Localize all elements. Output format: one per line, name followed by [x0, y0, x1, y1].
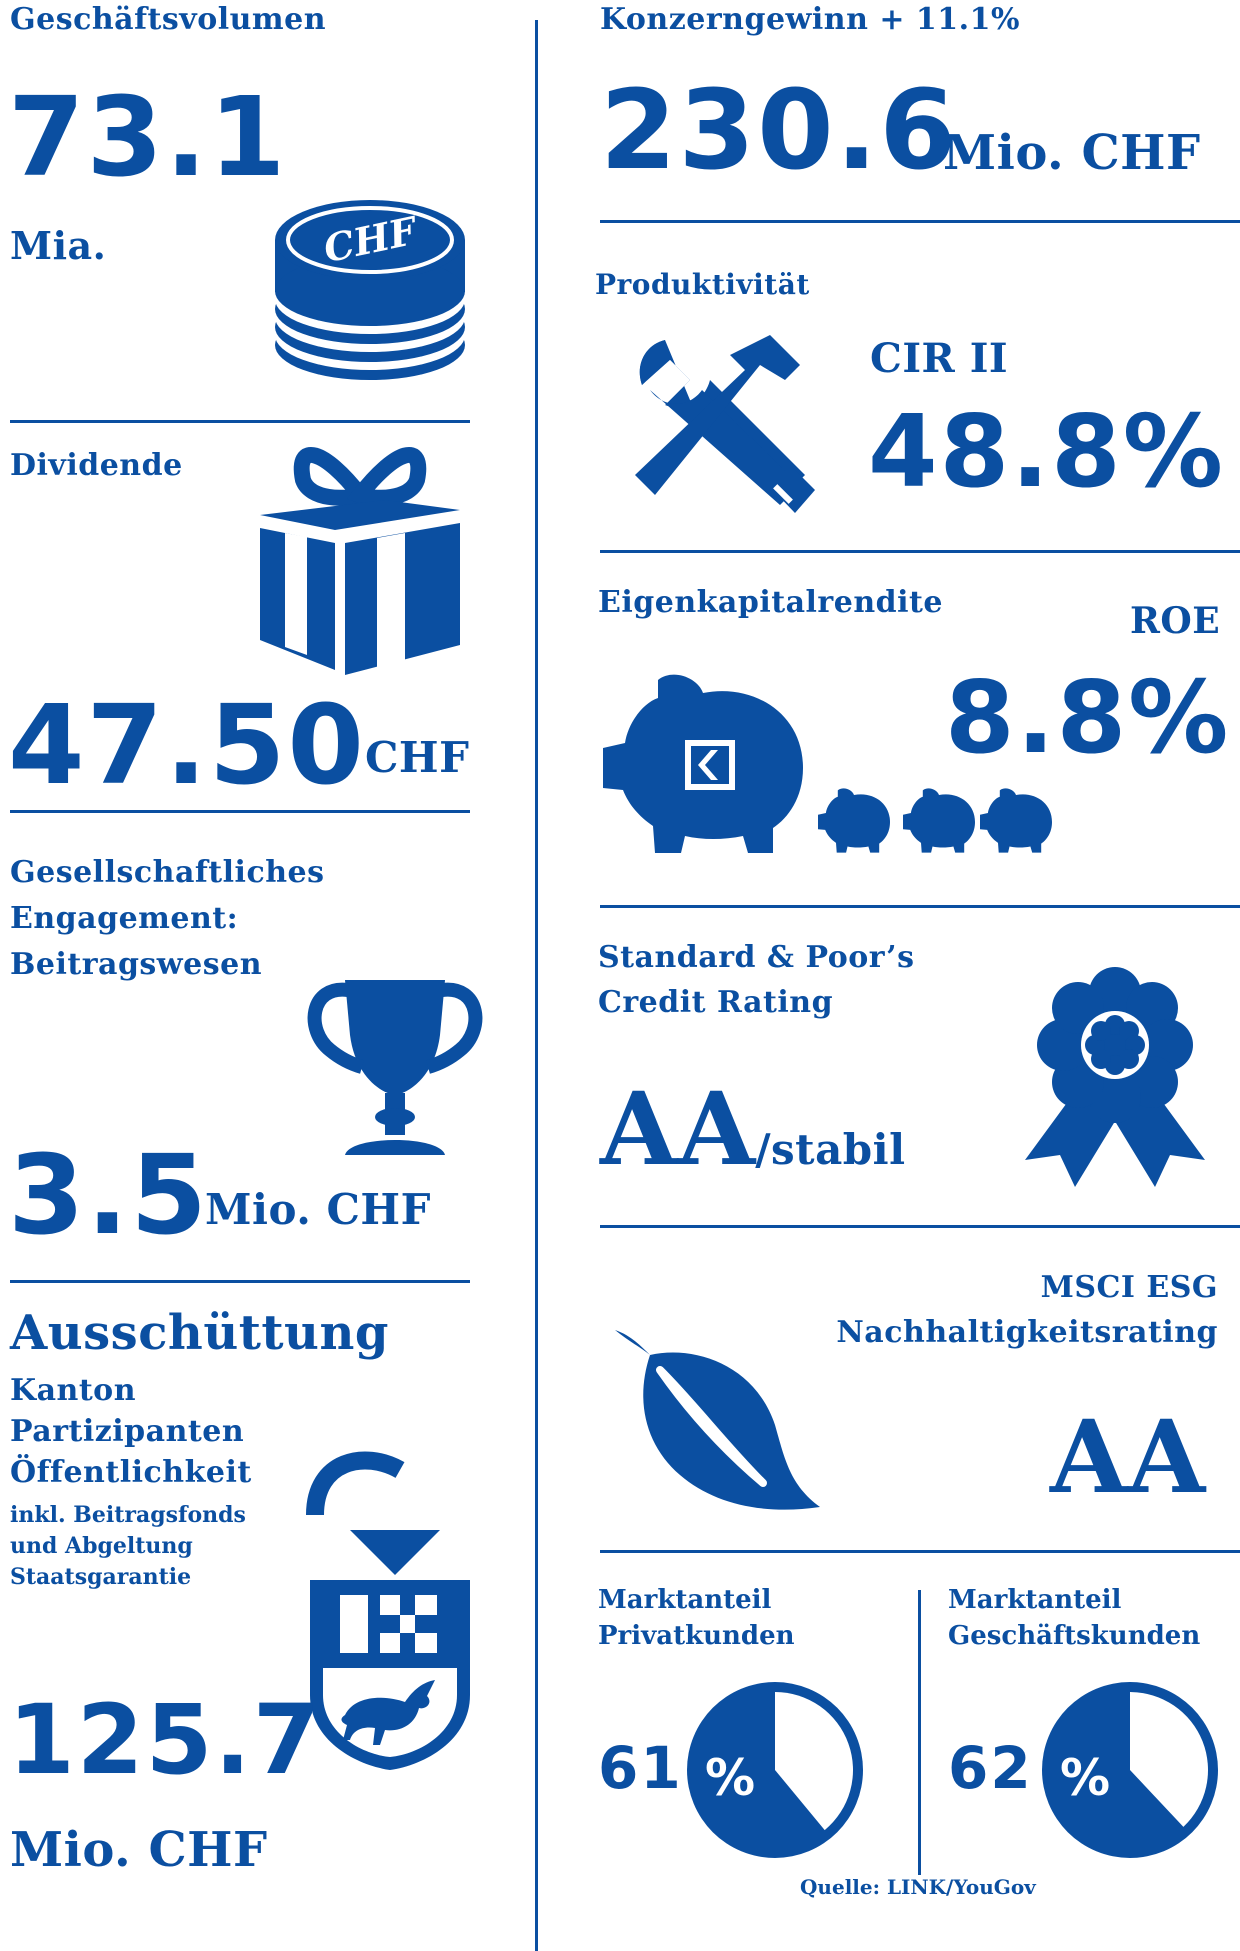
left-divider-1: [10, 420, 470, 423]
payout-value: 125.7: [8, 1684, 322, 1796]
payout-note-line-2: und Abgeltung: [10, 1533, 193, 1559]
productivity-label: Produktivität: [595, 268, 810, 301]
leaf-icon: [615, 1330, 820, 1510]
profit-label: Konzerngewinn + 11.1%: [600, 2, 1020, 37]
engagement-label-line-3: Beitragswesen: [10, 947, 263, 982]
market-divider: [918, 1590, 921, 1875]
equity-metric: ROE: [1130, 600, 1221, 642]
payout-unit: Mio. CHF: [10, 1822, 268, 1878]
dividend-value: 47.50: [8, 681, 366, 809]
engagement-label-line-2: Engagement:: [10, 901, 239, 936]
piggy-bank-icon: [603, 674, 1052, 853]
volume-label: Geschäftsvolumen: [10, 2, 327, 37]
engagement-label: Gesellschaftliches Engagement: Beitragsw…: [10, 850, 325, 988]
engagement-unit: Mio. CHF: [205, 1185, 431, 1234]
market-business-percent-sign: %: [1060, 1749, 1110, 1807]
payout-note-line-1: inkl. Beitragsfonds: [10, 1502, 246, 1528]
esg-label: MSCI ESG Nachhaltigkeitsrating: [800, 1265, 1218, 1355]
payout-title: Ausschüttung: [10, 1305, 389, 1361]
market-private-remainder-slice: [775, 1692, 853, 1831]
right-divider-5: [600, 1550, 1240, 1553]
left-divider-2: [10, 810, 470, 813]
market-source: Quelle: LINK/YouGov: [800, 1875, 1036, 1899]
market-business-remainder-slice: [1130, 1692, 1208, 1827]
productivity-value: 48.8%: [868, 393, 1225, 510]
rating-value: AA: [600, 1070, 756, 1188]
profit-unit: Mio. CHF: [943, 125, 1201, 181]
payout-line-1: Kanton: [10, 1373, 137, 1408]
rating-suffix: /stabil: [755, 1125, 906, 1174]
payout-line-3: Öffentlichkeit: [10, 1455, 252, 1490]
market-private-value: 61: [598, 1734, 683, 1802]
payout-lines: Kanton Partizipanten Öffentlichkeit: [10, 1370, 252, 1493]
rating-value-row: AA/stabil: [600, 1070, 906, 1188]
tools-icon: [635, 335, 815, 513]
rating-label-line-1: Standard & Poor’s: [598, 940, 915, 975]
market-private-label-line-1: Marktanteil: [598, 1585, 772, 1615]
esg-value: AA: [1050, 1398, 1206, 1516]
market-business-pie: %: [1042, 1682, 1218, 1858]
market-business-label-line-1: Marktanteil: [948, 1585, 1122, 1615]
right-divider-3: [600, 905, 1240, 908]
market-private-label-line-2: Privatkunden: [598, 1621, 795, 1651]
productivity-metric: CIR II: [870, 335, 1009, 382]
market-business-value: 62: [948, 1734, 1033, 1802]
center-divider: [535, 20, 538, 1951]
right-divider-2: [600, 550, 1240, 553]
rosette-icon: [1025, 967, 1205, 1187]
payout-note-line-3: Staatsgarantie: [10, 1564, 192, 1590]
esg-label-line-1: MSCI ESG: [1040, 1270, 1218, 1305]
gift-icon: [260, 447, 460, 675]
profit-value: 230.6: [600, 66, 958, 194]
rating-label: Standard & Poor’s Credit Rating: [598, 935, 914, 1025]
coin-stack-icon: CHF: [275, 200, 465, 380]
equity-label: Eigenkapitalrendite: [598, 585, 943, 620]
market-private-pie: %: [687, 1682, 863, 1858]
market-business-label-line-2: Geschäftskunden: [948, 1621, 1201, 1651]
right-divider-1: [600, 220, 1240, 223]
left-divider-3: [10, 1280, 470, 1283]
volume-value: 73.1: [8, 73, 288, 201]
rating-label-line-2: Credit Rating: [598, 985, 834, 1020]
equity-value: 8.8%: [945, 659, 1231, 776]
market-private-percent-sign: %: [705, 1749, 755, 1807]
volume-unit: Mia.: [10, 223, 107, 268]
esg-label-line-2: Nachhaltigkeitsrating: [836, 1315, 1218, 1350]
dividend-unit: CHF: [365, 733, 470, 782]
market-business-label: Marktanteil Geschäftskunden: [948, 1582, 1200, 1654]
canton-coat-of-arms-icon: [306, 1451, 470, 1770]
engagement-label-line-1: Gesellschaftliches: [10, 855, 325, 890]
market-private-label: Marktanteil Privatkunden: [598, 1582, 795, 1654]
payout-line-2: Partizipanten: [10, 1414, 245, 1449]
dividend-label: Dividende: [10, 448, 183, 483]
right-divider-4: [600, 1225, 1240, 1228]
payout-note: inkl. Beitragsfonds und Abgeltung Staats…: [10, 1500, 246, 1593]
trophy-icon: [307, 980, 483, 1155]
engagement-value: 3.5: [8, 1131, 209, 1259]
